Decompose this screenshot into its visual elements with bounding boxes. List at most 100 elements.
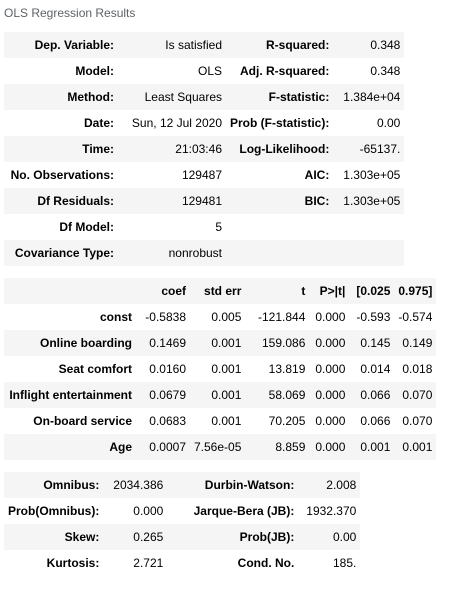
summary-value: Least Squares bbox=[118, 84, 226, 110]
table-row: Kurtosis: 2.721 Cond. No. 185. bbox=[4, 550, 360, 576]
summary-key bbox=[226, 214, 333, 240]
diagnostic-value: 2.008 bbox=[298, 472, 361, 498]
table-cell: 0.001 bbox=[190, 330, 246, 356]
table-row: Age 0.0007 7.56e-05 8.859 0.000 0.001 0.… bbox=[4, 434, 437, 460]
summary-value: 129481 bbox=[118, 188, 226, 214]
diagnostic-key: Prob(Omnibus): bbox=[8, 504, 100, 518]
summary-key: No. Observations: bbox=[10, 168, 114, 182]
table-row: Prob(Omnibus): 0.000 Jarque-Bera (JB): 1… bbox=[4, 498, 360, 524]
summary-key: F-statistic: bbox=[226, 84, 334, 110]
table-cell: 0.000 bbox=[309, 382, 350, 408]
summary-key: Model: bbox=[75, 64, 114, 78]
table-cell: -0.593 bbox=[356, 310, 391, 324]
table-row: Dep. Variable: Is satisfied R-squared: 0… bbox=[4, 32, 405, 58]
summary-key: R-squared: bbox=[226, 32, 334, 58]
table-cell: 0.0683 bbox=[149, 414, 186, 428]
diagnostics-table: Omnibus: 2034.386 Durbin-Watson: 2.008 P… bbox=[4, 472, 361, 576]
table-row: Df Residuals: 129481 BIC: 1.303e+05 bbox=[4, 188, 405, 214]
table-cell: 159.086 bbox=[245, 330, 310, 356]
table-cell: -0.5838 bbox=[145, 310, 186, 324]
diagnostic-value: 0.000 bbox=[133, 504, 164, 518]
summary-key: Adj. R-squared: bbox=[240, 64, 330, 78]
variable-name: Inflight entertainment bbox=[4, 382, 136, 408]
summary-value: Is satisfied bbox=[118, 32, 226, 58]
table-cell: 13.819 bbox=[268, 362, 306, 376]
summary-value: OLS bbox=[197, 64, 222, 78]
table-cell: 0.001 bbox=[211, 362, 242, 376]
summary-key: Dep. Variable: bbox=[4, 32, 118, 58]
table-cell: 0.0679 bbox=[136, 382, 190, 408]
table-cell: 0.000 bbox=[315, 310, 346, 324]
summary-table: Dep. Variable: Is satisfied R-squared: 0… bbox=[4, 32, 405, 266]
table-cell: 0.018 bbox=[402, 362, 433, 376]
table-cell: 0.070 bbox=[394, 382, 437, 408]
table-row: Date: Sun, 12 Jul 2020 Prob (F-statistic… bbox=[4, 110, 404, 136]
variable-name: Seat comfort bbox=[58, 362, 132, 376]
table-cell: 0.005 bbox=[211, 310, 242, 324]
summary-value: -65137. bbox=[333, 136, 405, 162]
summary-value: 129487 bbox=[181, 168, 222, 182]
diagnostic-key: Durbin-Watson: bbox=[167, 472, 299, 498]
table-row: Covariance Type: nonrobust bbox=[4, 240, 405, 266]
table-row: On-board service 0.0683 0.001 70.205 0.0… bbox=[4, 408, 436, 434]
diagnostic-key: Skew: bbox=[4, 524, 104, 550]
summary-value: nonrobust bbox=[118, 240, 226, 266]
variable-name: Online boarding bbox=[4, 330, 136, 356]
table-row: const -0.5838 0.005 -121.844 0.000 -0.59… bbox=[4, 304, 436, 330]
summary-key: Df Residuals: bbox=[4, 188, 118, 214]
variable-name: const bbox=[99, 310, 132, 324]
table-cell: -0.574 bbox=[398, 310, 433, 324]
table-cell: 7.56e-05 bbox=[190, 434, 246, 460]
summary-value: 1.384e+04 bbox=[333, 84, 405, 110]
column-header: std err bbox=[190, 278, 246, 304]
table-row: Online boarding 0.1469 0.001 159.086 0.0… bbox=[4, 330, 437, 356]
results-caption: OLS Regression Results bbox=[4, 6, 136, 20]
table-row: No. Observations: 129487 AIC: 1.303e+05 bbox=[4, 162, 404, 188]
summary-value: 0.348 bbox=[370, 64, 401, 78]
diagnostic-value: 2.721 bbox=[133, 556, 164, 570]
column-header: coef bbox=[136, 278, 190, 304]
column-header: [0.025 bbox=[349, 278, 395, 304]
summary-key: BIC: bbox=[226, 188, 334, 214]
table-cell: 0.149 bbox=[394, 330, 437, 356]
coefficients-table: coef std err t P>|t| [0.025 0.975] const… bbox=[4, 278, 437, 460]
summary-value: 5 bbox=[215, 220, 222, 234]
diagnostic-value: 0.00 bbox=[298, 524, 361, 550]
summary-value bbox=[333, 214, 404, 240]
table-cell: 0.001 bbox=[394, 434, 437, 460]
summary-value: Sun, 12 Jul 2020 bbox=[131, 116, 222, 130]
table-cell: 0.145 bbox=[349, 330, 395, 356]
table-row: Seat comfort 0.0160 0.001 13.819 0.000 0… bbox=[4, 356, 436, 382]
table-cell: 0.000 bbox=[315, 362, 346, 376]
table-cell: 0.001 bbox=[190, 382, 246, 408]
table-cell: 0.014 bbox=[360, 362, 391, 376]
summary-key bbox=[226, 240, 334, 266]
variable-name: Age bbox=[4, 434, 136, 460]
table-cell: 0.000 bbox=[315, 414, 346, 428]
summary-key: Log-Likelihood: bbox=[226, 136, 334, 162]
table-row: Model: OLS Adj. R-squared: 0.348 bbox=[4, 58, 404, 84]
diagnostic-key: Jarque-Bera (JB): bbox=[193, 504, 295, 518]
table-cell: 0.000 bbox=[309, 330, 350, 356]
column-header: t bbox=[245, 278, 310, 304]
table-cell: 0.066 bbox=[349, 382, 395, 408]
table-cell: 0.0007 bbox=[136, 434, 190, 460]
table-header-row: coef std err t P>|t| [0.025 0.975] bbox=[4, 278, 437, 304]
table-row: Df Model: 5 bbox=[4, 214, 404, 240]
table-cell: 0.0160 bbox=[149, 362, 186, 376]
column-header: 0.975] bbox=[394, 278, 437, 304]
summary-value: 1.303e+05 bbox=[343, 168, 401, 182]
summary-key: Prob (F-statistic): bbox=[230, 116, 330, 130]
summary-value: 0.00 bbox=[376, 116, 401, 130]
summary-value: 0.348 bbox=[333, 32, 405, 58]
diagnostic-value: 0.265 bbox=[103, 524, 168, 550]
table-row: Inflight entertainment 0.0679 0.001 58.0… bbox=[4, 382, 437, 408]
table-cell: 58.069 bbox=[245, 382, 310, 408]
diagnostic-key: Kurtosis: bbox=[46, 556, 100, 570]
table-row: Omnibus: 2034.386 Durbin-Watson: 2.008 bbox=[4, 472, 361, 498]
table-cell: 0.001 bbox=[211, 414, 242, 428]
table-cell: 8.859 bbox=[245, 434, 310, 460]
diagnostic-value: 185. bbox=[332, 556, 357, 570]
summary-value: 1.303e+05 bbox=[333, 188, 405, 214]
table-cell: 70.205 bbox=[268, 414, 306, 428]
